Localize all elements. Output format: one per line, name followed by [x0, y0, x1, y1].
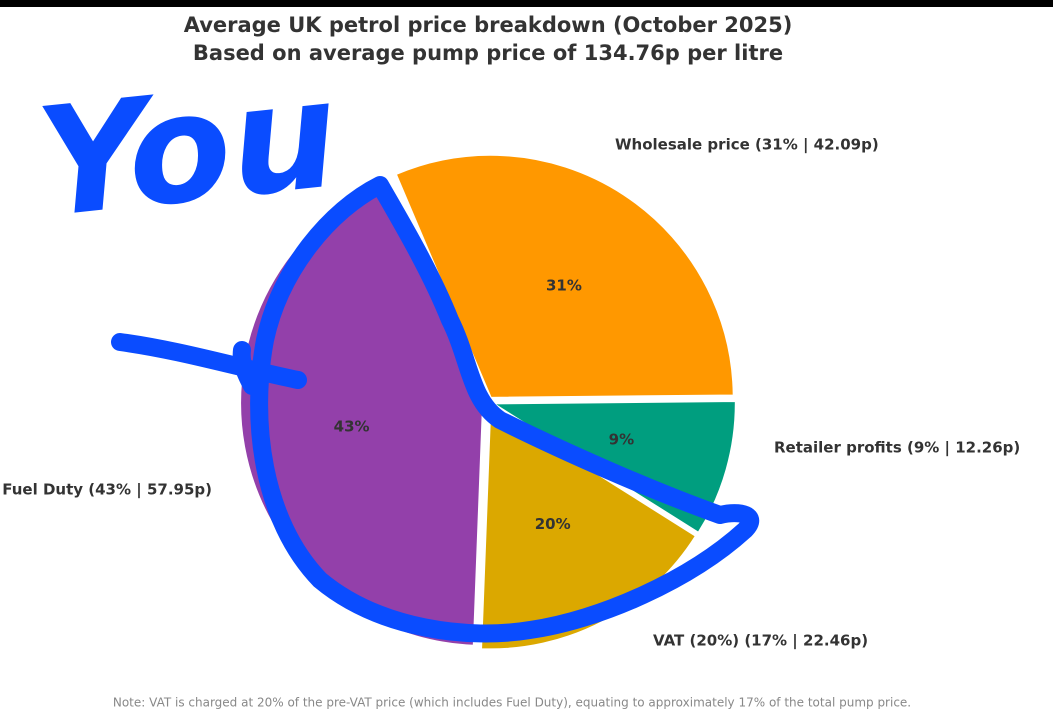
category-label: VAT (20%) (17% | 22.46p)	[653, 632, 868, 651]
chart-subtitle: Based on average pump price of 134.76p p…	[193, 41, 783, 65]
slice-label: 31%	[546, 277, 582, 295]
note: Note: VAT is charged at 20% of the pre-V…	[113, 696, 911, 710]
scribble: You	[30, 47, 760, 643]
category-label: Wholesale price (31% | 42.09p)	[615, 136, 879, 155]
annotation: You	[30, 47, 346, 251]
pie-slice	[394, 153, 735, 399]
slice-label: 43%	[334, 418, 370, 436]
slice-label: 9%	[609, 430, 634, 448]
category-label: Retailer profits (9% | 12.26p)	[774, 439, 1020, 458]
top-bar	[0, 0, 1053, 7]
slice-label: 20%	[535, 515, 571, 533]
chart-title: Average UK petrol price breakdown (Octob…	[184, 13, 793, 37]
category-label: Fuel Duty (43% | 57.95p)	[2, 481, 212, 500]
annotation-outline	[111, 176, 760, 643]
